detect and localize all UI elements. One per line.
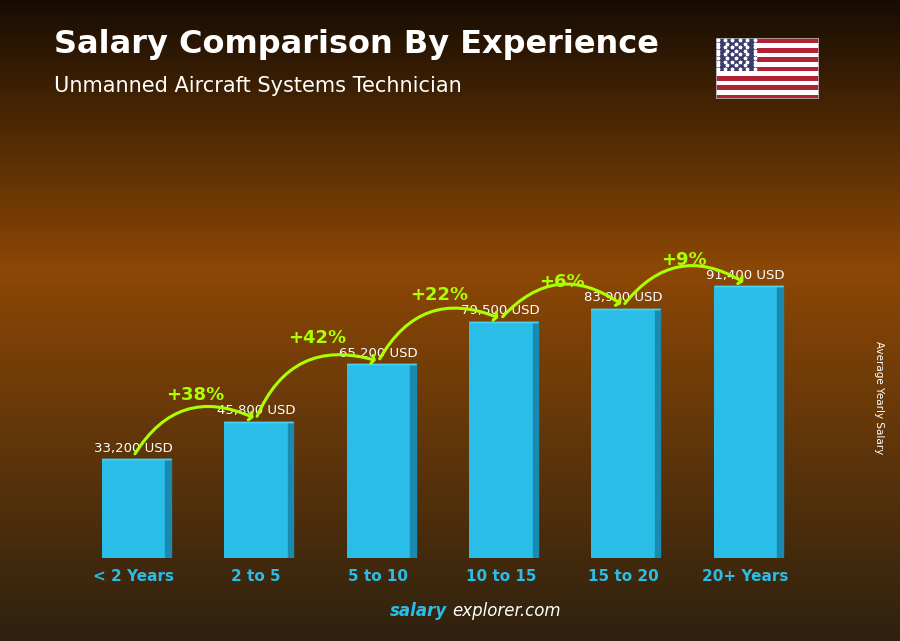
Bar xyxy=(346,364,410,558)
Text: 79,500 USD: 79,500 USD xyxy=(462,304,540,317)
Bar xyxy=(714,287,778,558)
Text: Average Yearly Salary: Average Yearly Salary xyxy=(874,341,884,454)
Text: +38%: +38% xyxy=(166,387,224,404)
Bar xyxy=(224,422,288,558)
Text: +9%: +9% xyxy=(662,251,707,269)
Text: explorer.com: explorer.com xyxy=(453,603,562,620)
Polygon shape xyxy=(166,459,171,558)
Text: Unmanned Aircraft Systems Technician: Unmanned Aircraft Systems Technician xyxy=(54,76,462,96)
Polygon shape xyxy=(533,322,538,558)
Bar xyxy=(716,53,819,57)
Bar xyxy=(716,95,819,99)
Bar xyxy=(591,309,655,558)
Polygon shape xyxy=(410,364,416,558)
Bar xyxy=(716,90,819,95)
Bar xyxy=(716,71,819,76)
Bar xyxy=(716,48,819,53)
Polygon shape xyxy=(778,287,783,558)
Polygon shape xyxy=(655,309,661,558)
Text: salary: salary xyxy=(390,603,447,620)
Bar xyxy=(716,76,819,81)
Bar xyxy=(716,43,819,48)
Text: Salary Comparison By Experience: Salary Comparison By Experience xyxy=(54,29,659,60)
Text: 83,900 USD: 83,900 USD xyxy=(584,291,662,304)
Text: +22%: +22% xyxy=(410,287,469,304)
Text: +42%: +42% xyxy=(288,329,346,347)
Bar xyxy=(469,322,533,558)
Bar xyxy=(716,67,819,71)
Text: 33,200 USD: 33,200 USD xyxy=(94,442,173,454)
Bar xyxy=(716,57,819,62)
Bar xyxy=(716,38,819,43)
Polygon shape xyxy=(288,422,293,558)
Bar xyxy=(716,62,819,67)
Bar xyxy=(102,459,166,558)
Text: 65,200 USD: 65,200 USD xyxy=(339,347,418,360)
Bar xyxy=(716,81,819,85)
Text: +6%: +6% xyxy=(539,273,585,291)
Bar xyxy=(716,38,757,71)
Text: 91,400 USD: 91,400 USD xyxy=(706,269,785,282)
Text: 45,800 USD: 45,800 USD xyxy=(217,404,295,417)
Bar xyxy=(716,85,819,90)
